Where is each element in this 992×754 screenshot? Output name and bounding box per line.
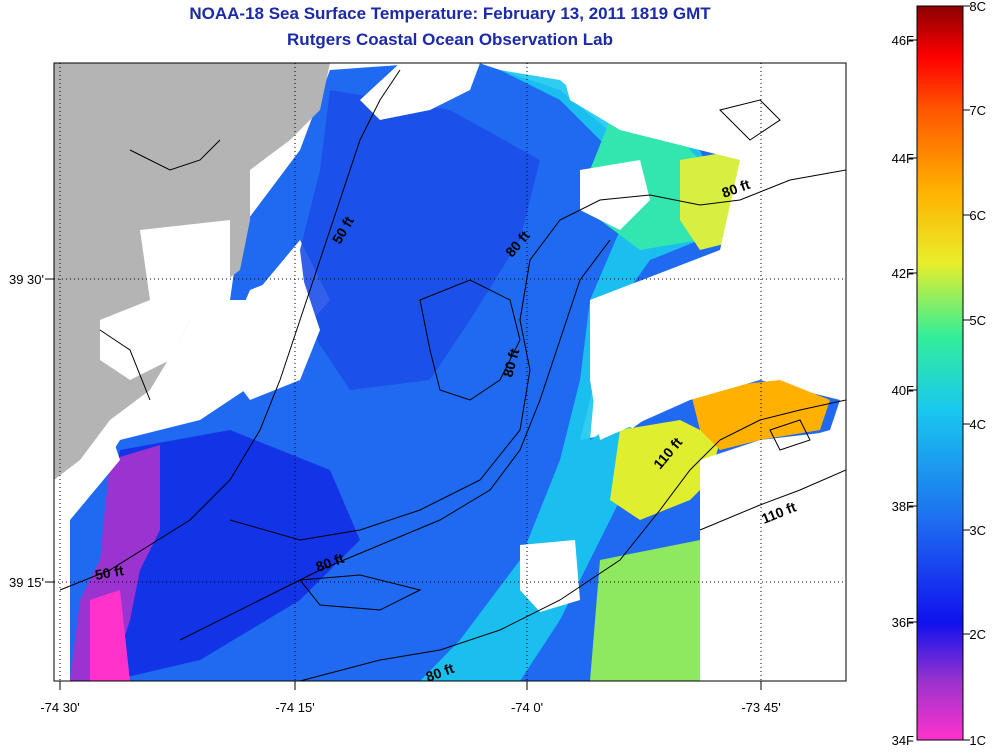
x-tick-label: -73 45' [741,700,780,715]
colorbar-c-label: 3C [969,523,986,538]
colorbar-c-label: 8C [969,0,986,14]
colorbar-c-label: 7C [969,103,986,118]
colorbar-f-label: 38F [892,499,914,514]
colorbar-f-label: 46F [892,33,914,48]
colorbar-gradient [916,5,964,741]
contour-label: 80 ft [499,347,522,379]
map-subtitle: Rutgers Coastal Ocean Observation Lab [287,30,613,49]
y-tick-label: 39 30' [9,272,44,287]
colorbar-f-label: 44F [892,151,914,166]
graticule [54,63,846,681]
colorbar-f-label: 34F [892,733,914,748]
depth-contours [59,69,846,681]
x-tick-label: -74 30' [40,700,79,715]
map-title: NOAA-18 Sea Surface Temperature: Februar… [189,4,711,23]
contour-label: 50 ft [94,562,125,583]
x-tick-label: -74 15' [275,700,314,715]
sst-field [54,63,846,681]
colorbar-c-label: 6C [969,208,986,223]
y-tick-label: 39 15' [9,575,44,590]
colorbar-c-label: 2C [969,627,986,642]
colorbar-c-label: 1C [969,733,986,748]
colorbar-f-label: 42F [892,266,914,281]
colorbar-c-label: 5C [969,313,986,328]
x-tick-label: -74 0' [511,700,543,715]
tick-marks [45,278,762,690]
colorbar-f-label: 36F [892,615,914,630]
colorbar-c-label: 4C [969,417,986,432]
colorbar-f-label: 40F [892,383,914,398]
map-frame [53,62,847,682]
